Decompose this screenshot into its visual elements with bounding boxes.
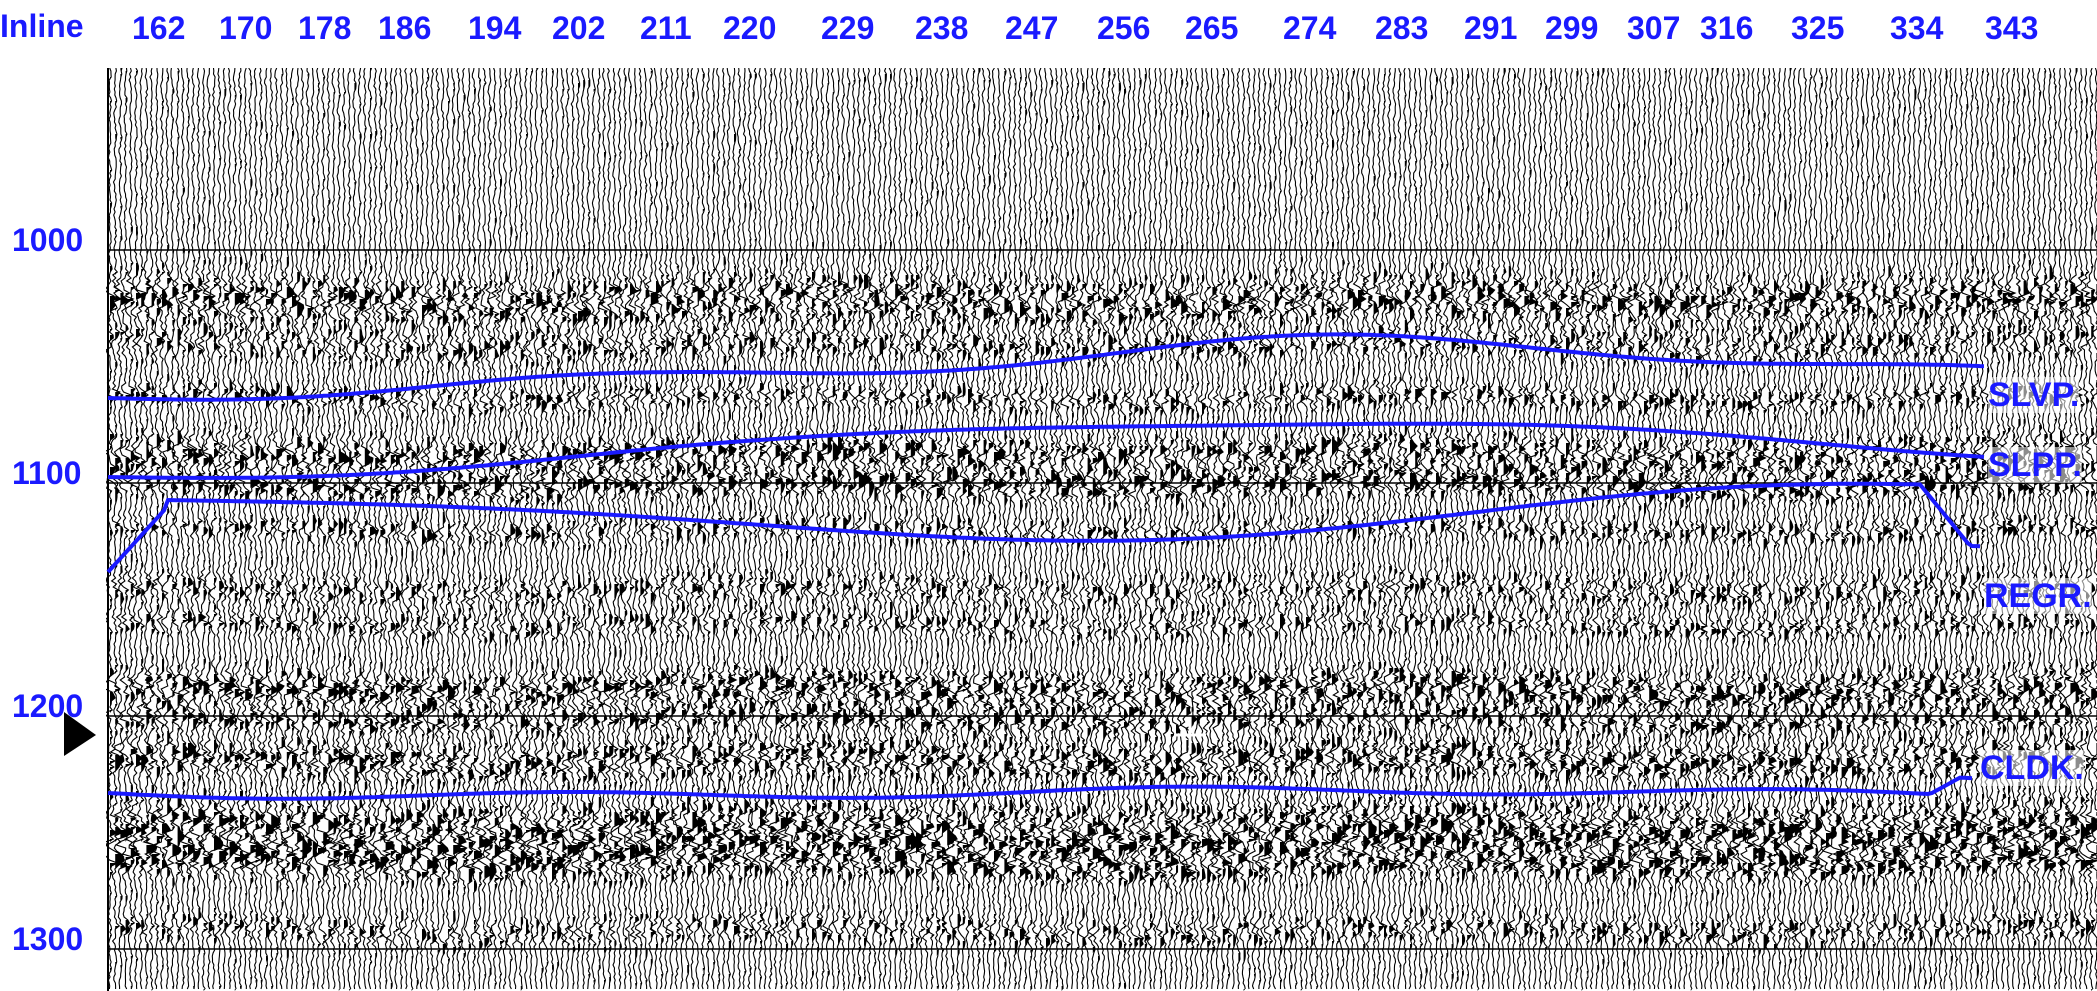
variable-area-fill bbox=[110, 68, 2097, 991]
inline-tick-label: 316 bbox=[1700, 10, 1754, 46]
time-tick-label: 1100 bbox=[12, 455, 82, 491]
horizon-label-regr[interactable]: REGR. bbox=[1984, 577, 2092, 615]
inline-tick-label: 325 bbox=[1791, 10, 1845, 46]
inline-axis-header: Inline 162 170 178 186 194 202 211 220 2… bbox=[0, 0, 2097, 68]
inline-tick-label: 186 bbox=[378, 10, 432, 46]
horizon-label-cldk[interactable]: CLDK. bbox=[1980, 749, 2084, 787]
horizon-lines bbox=[106, 332, 1985, 801]
horizon-cldk bbox=[107, 775, 1973, 801]
horizon-label-slvp[interactable]: SLVP. bbox=[1988, 376, 2080, 414]
right-triangle-icon bbox=[64, 712, 96, 756]
inline-tick-label: 343 bbox=[1985, 10, 2039, 46]
inline-tick-label: 170 bbox=[219, 10, 273, 46]
seismic-traces bbox=[102, 67, 2097, 991]
time-tick-label: 1000 bbox=[12, 222, 84, 258]
axis-title: Inline bbox=[0, 8, 84, 44]
inline-tick-label: 256 bbox=[1097, 10, 1151, 46]
inline-tick-label: 238 bbox=[915, 10, 969, 46]
inline-tick-label: 194 bbox=[468, 10, 522, 46]
inline-tick-label: 274 bbox=[1283, 10, 1337, 46]
horizon-slvp bbox=[107, 332, 1985, 402]
inline-tick-label: 178 bbox=[298, 10, 352, 46]
inline-tick-label: 162 bbox=[132, 10, 186, 46]
inline-tick-label: 247 bbox=[1005, 10, 1059, 46]
inline-tick-label: 307 bbox=[1627, 10, 1681, 46]
inline-tick-label: 220 bbox=[723, 10, 777, 46]
inline-tick-label: 265 bbox=[1185, 10, 1239, 46]
inline-tick-label: 229 bbox=[821, 10, 875, 46]
inline-tick-label: 211 bbox=[640, 10, 692, 46]
horizon-slpp bbox=[107, 421, 1985, 480]
horizon-label-slpp[interactable]: SLPP. bbox=[1988, 446, 2082, 484]
time-axis-gutter bbox=[0, 68, 106, 991]
inline-tick-label: 334 bbox=[1890, 10, 1944, 46]
inline-tick-label: 283 bbox=[1375, 10, 1429, 46]
time-gridlines bbox=[107, 68, 2097, 991]
inline-tick-label: 299 bbox=[1545, 10, 1599, 46]
inline-tick-label: 202 bbox=[552, 10, 606, 46]
time-tick-label: 1200 bbox=[12, 688, 84, 724]
inline-tick-label: 291 bbox=[1464, 10, 1518, 46]
time-tick-label: 1300 bbox=[12, 921, 84, 957]
horizon-regr bbox=[106, 481, 1981, 574]
